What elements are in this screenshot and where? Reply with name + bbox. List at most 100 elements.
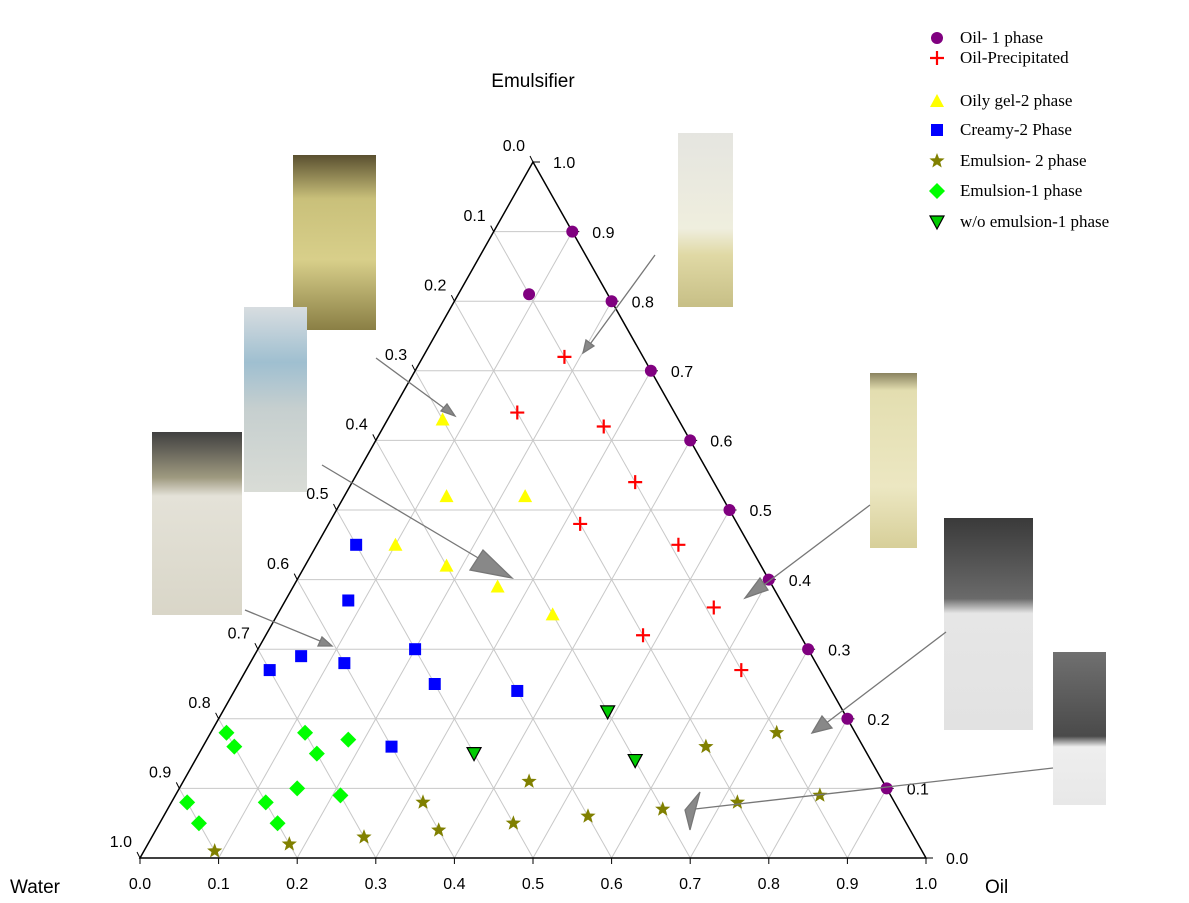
data-point [698, 739, 713, 754]
legend-marker [931, 32, 943, 44]
tick-mark [491, 226, 494, 232]
tick-mark [451, 295, 454, 301]
right-tick-label: 0.3 [828, 642, 850, 659]
bottom-tick-label: 0.3 [365, 876, 387, 893]
grid-line [376, 371, 651, 858]
axis-label-right: Oil [985, 877, 1008, 898]
data-point [226, 739, 242, 755]
photo [1053, 652, 1106, 805]
tick-mark [176, 782, 179, 788]
legend-marker [929, 153, 944, 168]
tick-mark [216, 713, 219, 719]
data-point [436, 413, 450, 426]
tick-mark [255, 643, 258, 649]
data-point [769, 725, 784, 740]
data-point [580, 808, 595, 823]
left-tick-label: 0.6 [267, 556, 289, 573]
tick-mark [294, 574, 297, 580]
data-point [218, 725, 234, 741]
data-point [734, 663, 748, 677]
left-tick-label: 0.9 [149, 765, 171, 782]
data-point [522, 773, 537, 788]
data-point [606, 295, 618, 307]
data-point [841, 713, 853, 725]
bottom-tick-label: 0.6 [600, 876, 622, 893]
data-point [518, 489, 532, 502]
data-point [506, 815, 521, 830]
legend-marker [930, 51, 944, 65]
data-point [511, 685, 523, 697]
data-point [289, 780, 305, 796]
data-point [282, 836, 297, 851]
bottom-tick-label: 0.4 [443, 876, 465, 893]
data-point [573, 517, 587, 531]
arrows [245, 255, 1053, 830]
left-tick-label: 0.4 [346, 417, 368, 434]
right-tick-label: 0.7 [671, 364, 693, 381]
left-tick-label: 0.2 [424, 277, 446, 294]
bottom-tick-label: 0.5 [522, 876, 544, 893]
data-point [356, 829, 371, 844]
axis-label-left: Water [10, 877, 61, 898]
photo [944, 518, 1033, 730]
data-point [431, 822, 446, 836]
photo [870, 373, 917, 548]
data-point [191, 815, 207, 831]
left-tick-label: 0.3 [385, 347, 407, 364]
tick-mark [334, 504, 337, 510]
arrow [322, 465, 490, 565]
data-point [684, 434, 696, 446]
data-point [546, 607, 560, 620]
data-point [440, 559, 454, 572]
legend-label: Oil-Precipitated [960, 48, 1069, 67]
data-point [510, 406, 524, 420]
data-point [415, 794, 430, 809]
right-tick-label: 0.9 [592, 225, 614, 242]
photo [293, 155, 376, 330]
legend-label: Oily gel-2 phase [960, 91, 1072, 110]
data-point [645, 365, 657, 377]
data-point [557, 350, 571, 364]
right-tick-label: 0.2 [867, 712, 889, 729]
photo [678, 133, 733, 307]
tick-mark [137, 852, 140, 858]
data-point [295, 650, 307, 662]
legend-label: w/o emulsion-1 phase [960, 212, 1109, 231]
data-point [730, 794, 745, 809]
left-tick-label: 0.0 [503, 138, 525, 155]
legend-label: Emulsion- 2 phase [960, 151, 1087, 170]
chart: 0.00.10.20.30.40.50.60.70.80.91.00.00.10… [0, 0, 1189, 903]
legend-label: Emulsion-1 phase [960, 181, 1082, 200]
data-point [264, 664, 276, 676]
data-point [655, 801, 670, 816]
tick-mark [530, 156, 533, 162]
data-point [388, 538, 402, 551]
data-point [332, 787, 348, 803]
arrow-head [685, 792, 700, 830]
data-point [297, 725, 313, 741]
data-point [628, 755, 642, 768]
bottom-tick-label: 0.0 [129, 876, 151, 893]
legend-label: Creamy-2 Phase [960, 120, 1072, 139]
bottom-tick-label: 0.9 [836, 876, 858, 893]
legend-marker [930, 216, 944, 229]
data-point [636, 628, 650, 642]
tick-mark [373, 434, 376, 440]
tick-mark [412, 365, 415, 371]
data-point [523, 288, 535, 300]
right-tick-label: 0.6 [710, 434, 732, 451]
bottom-tick-label: 0.7 [679, 876, 701, 893]
data-point [491, 580, 505, 593]
legend-marker [931, 124, 943, 136]
data-point [597, 419, 611, 433]
data-point [467, 748, 481, 761]
data-point [724, 504, 736, 516]
arrow [760, 505, 870, 588]
data-point [338, 657, 350, 669]
legend-marker [930, 94, 944, 107]
right-tick-label: 0.8 [632, 294, 654, 311]
data-point [628, 475, 642, 489]
data-point [566, 226, 578, 238]
data-point [429, 678, 441, 690]
legend-label: Oil- 1 phase [960, 28, 1043, 47]
